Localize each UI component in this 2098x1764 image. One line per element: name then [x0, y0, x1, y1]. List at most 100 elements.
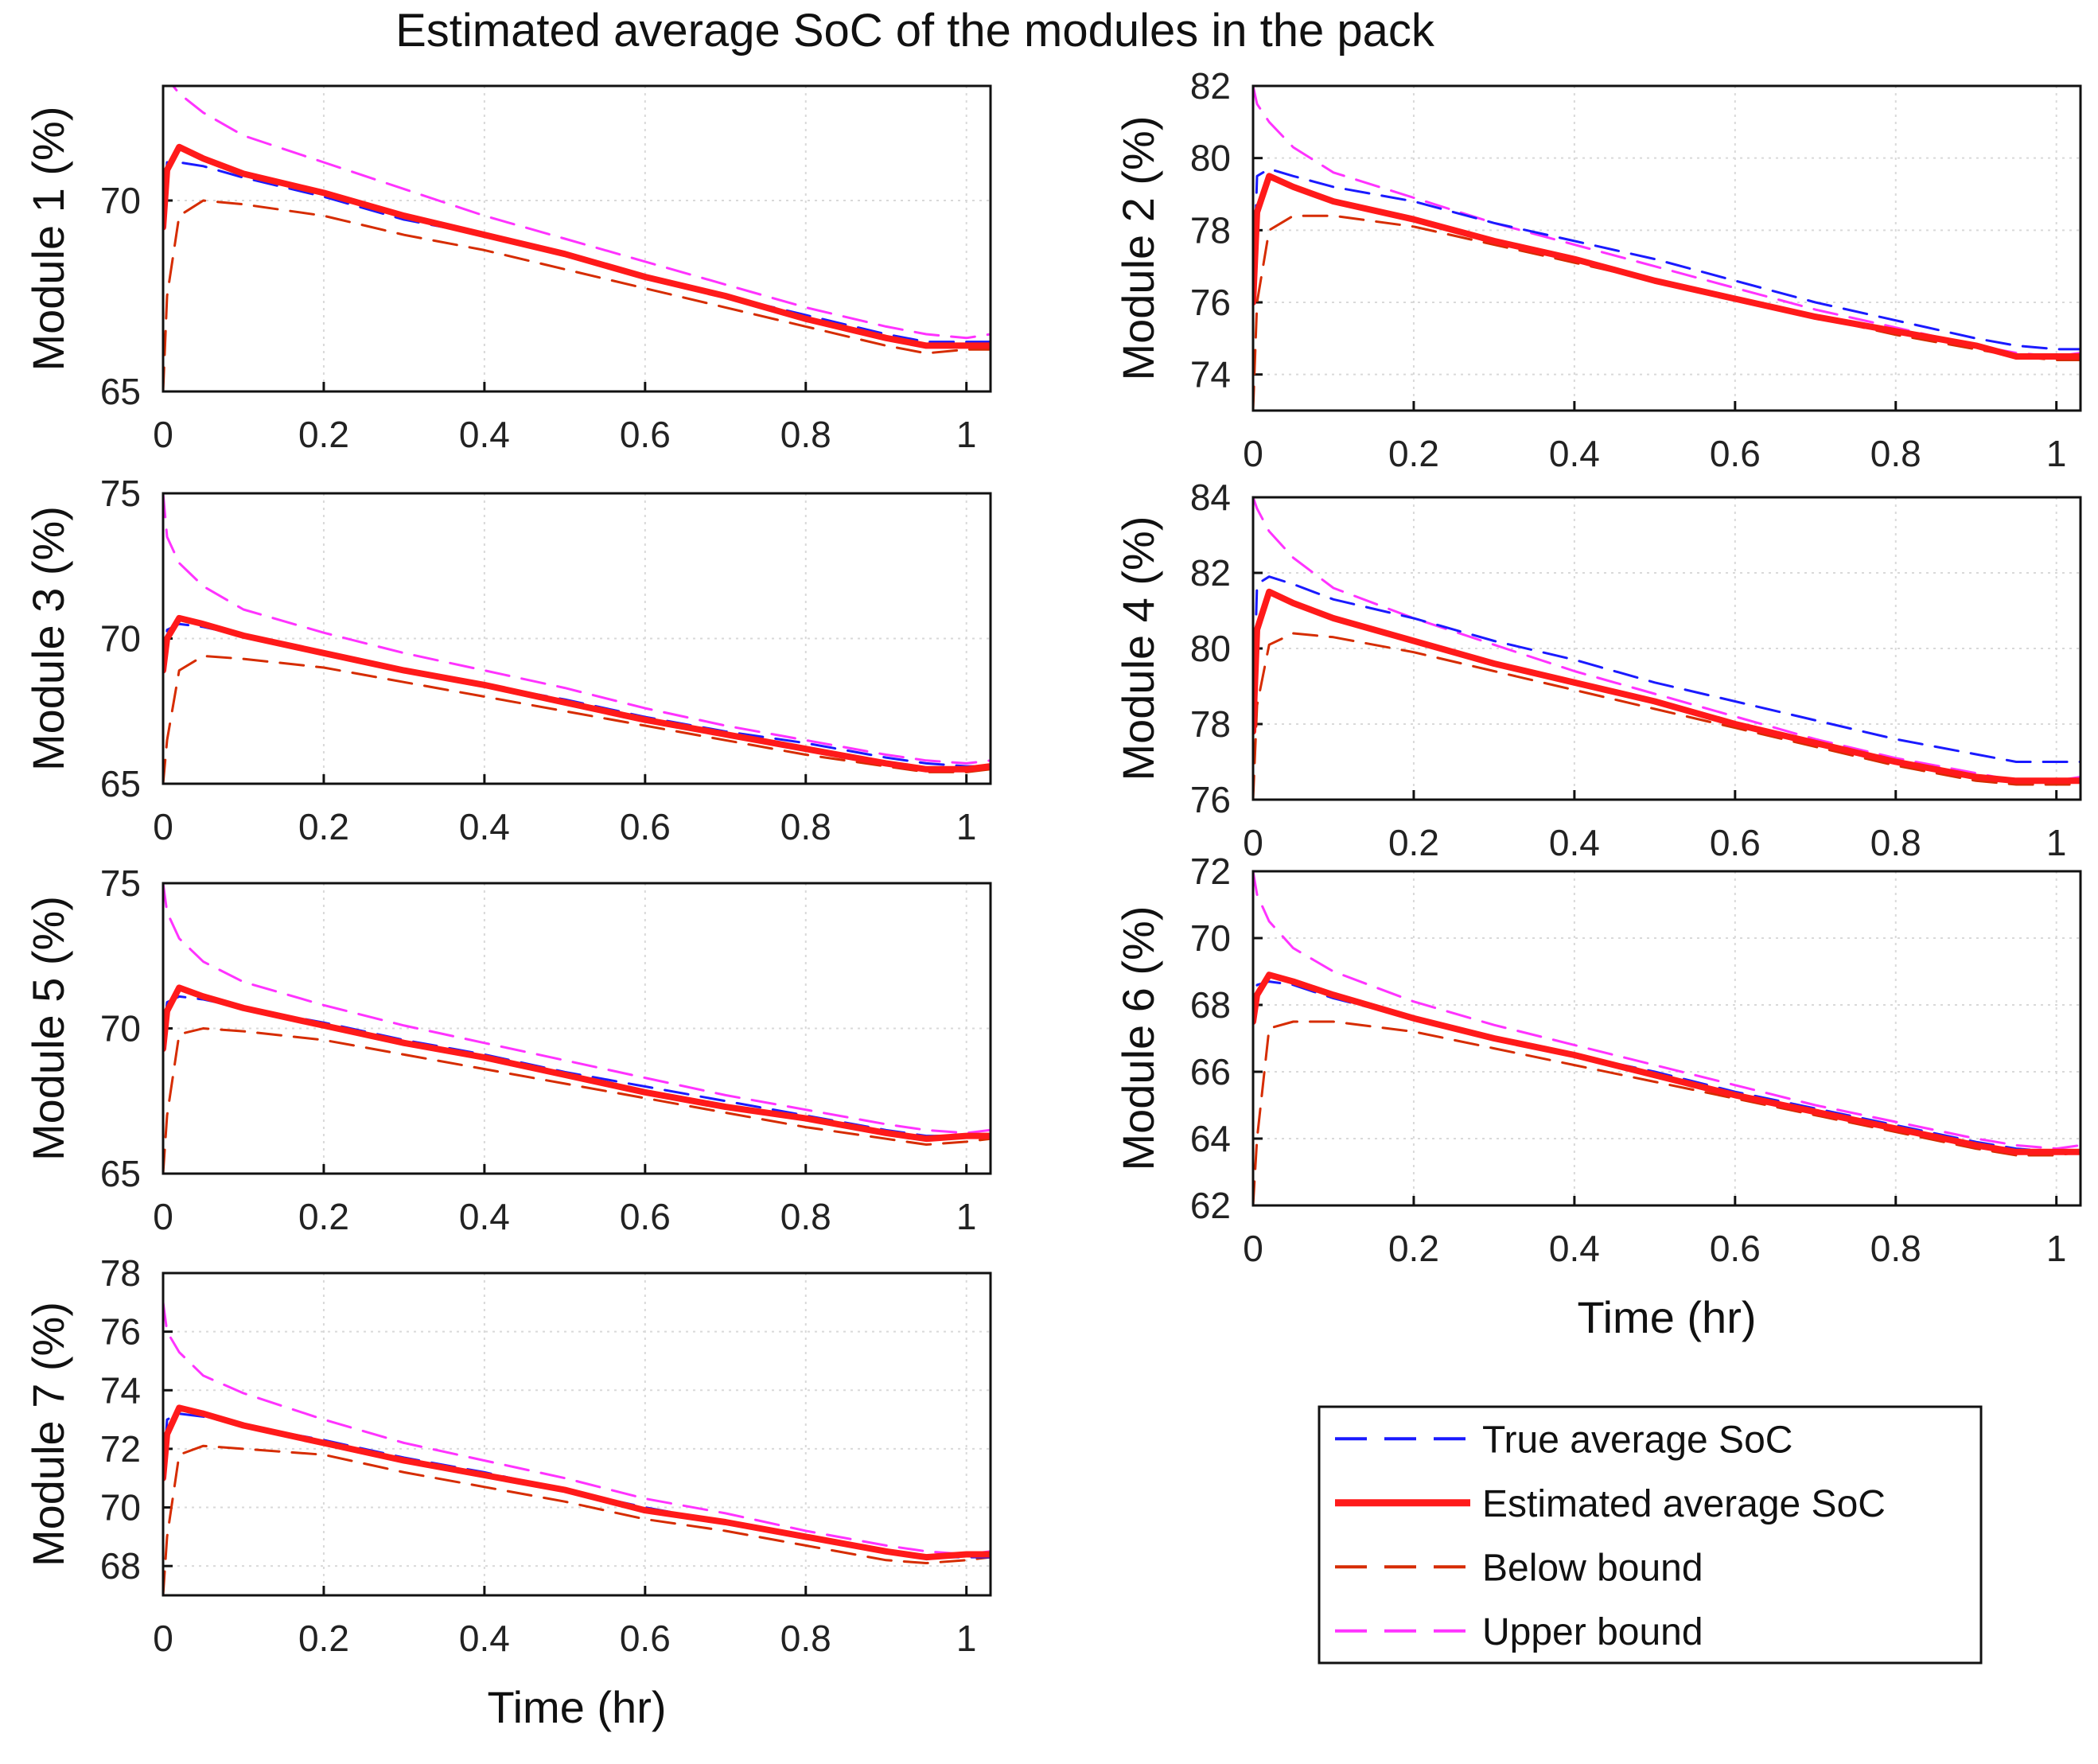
x-tick-label: 0.4 [459, 1618, 510, 1659]
axes-frame [162, 882, 992, 1175]
y-tick-label: 64 [1190, 1118, 1231, 1159]
x-tick-label: 1 [956, 1618, 977, 1659]
x-tick-label: 0.8 [780, 806, 831, 847]
x-tick-label: 0 [153, 1196, 173, 1237]
x-tick-label: 0.8 [1870, 1228, 1921, 1269]
y-tick-label: 78 [100, 1252, 141, 1294]
y-axis-label: Module 2 (%) [1113, 115, 1163, 380]
x-tick-label: 0.6 [1710, 1228, 1761, 1269]
figure-title: Estimated average SoC of the modules in … [395, 5, 1435, 56]
y-tick-label: 62 [1190, 1185, 1231, 1226]
y-tick-label: 80 [1190, 628, 1231, 669]
series-line-upper-bound [1253, 497, 2080, 782]
x-tick-label: 0.4 [1549, 1228, 1600, 1269]
y-tick-label: 74 [100, 1369, 141, 1411]
y-tick-label: 76 [1190, 779, 1231, 820]
x-tick-label: 1 [956, 1196, 977, 1237]
x-tick-label: 0.4 [1549, 433, 1600, 474]
y-tick-label: 70 [1190, 917, 1231, 959]
axes-frame [162, 492, 992, 785]
series-line-below-bound [1253, 214, 2080, 411]
series-line-below-bound [163, 199, 991, 391]
y-tick-label: 70 [100, 1008, 141, 1049]
x-tick-label: 0.2 [298, 414, 349, 455]
x-axis-label: Time (hr) [1577, 1292, 1756, 1342]
y-axis-label: Module 1 (%) [23, 106, 73, 371]
series-line-true-average-soc [163, 161, 991, 344]
x-tick-label: 0 [1243, 433, 1263, 474]
x-tick-label: 0.6 [620, 806, 671, 847]
y-tick-label: 75 [100, 473, 141, 514]
x-tick-label: 0.2 [298, 806, 349, 847]
x-tick-label: 0.2 [1388, 822, 1439, 863]
series-line-estimated-average-soc [1253, 588, 2080, 785]
y-tick-label: 68 [100, 1545, 141, 1587]
legend-box [1318, 1405, 1983, 1665]
subplot-module-2: 0 0.2 0.4 0.6 0.8 1 74 76 78 80 82 Module 2 (%) [1113, 65, 2082, 474]
series-line-estimated-average-soc [1253, 972, 2080, 1155]
x-tick-label: 1 [2046, 822, 2067, 863]
x-tick-label: 0.6 [620, 414, 671, 455]
y-tick-label: 70 [100, 180, 141, 221]
subplot-module-6: 0 0.2 0.4 0.6 0.8 1 62 64 66 68 70 72 Module 6 (%) Ti… [1113, 851, 2082, 1342]
x-tick-label: 0 [1243, 1228, 1263, 1269]
series-line-upper-bound [163, 883, 991, 1135]
y-tick-label: 70 [100, 618, 141, 660]
y-axis-label: Module 7 (%) [23, 1302, 73, 1567]
x-tick-label: 0.4 [459, 414, 510, 455]
x-tick-label: 0.8 [780, 1196, 831, 1237]
x-tick-label: 0 [153, 414, 173, 455]
series-group [163, 883, 991, 1174]
axes-frame [1251, 496, 2082, 801]
axes-frame [1251, 84, 2082, 412]
y-tick-label: 65 [100, 1153, 141, 1194]
x-tick-label: 0.2 [298, 1618, 349, 1659]
x-tick-label: 0.6 [620, 1196, 671, 1237]
x-tick-label: 0.4 [1549, 822, 1600, 863]
y-axis-label: Module 3 (%) [23, 506, 73, 771]
series-line-below-bound [163, 1444, 991, 1595]
series-line-below-bound [1253, 1020, 2080, 1205]
series-line-estimated-average-soc [163, 143, 991, 349]
y-axis-label: Module 6 (%) [1113, 905, 1163, 1170]
x-tick-label: 0.6 [620, 1618, 671, 1659]
series-line-estimated-average-soc [163, 1404, 991, 1561]
series-group [1253, 871, 2080, 1205]
series-line-estimated-average-soc [163, 984, 991, 1143]
y-tick-label: 74 [1190, 354, 1231, 395]
y-tick-label: 65 [100, 371, 141, 412]
series-line-upper-bound [163, 86, 991, 340]
subplot-module-7: 0 0.2 0.4 0.6 0.8 1 68 70 72 74 76 78 Module 7 (%) Ti… [23, 1252, 992, 1732]
series-group [1253, 497, 2080, 800]
legend-label: True average SoC [1482, 1419, 1792, 1461]
axes-frame [162, 84, 992, 393]
y-tick-label: 82 [1190, 552, 1231, 594]
series-group [163, 1301, 991, 1595]
series-line-below-bound [163, 1027, 991, 1174]
legend: True average SoC Estimated average SoC Bel… [1318, 1405, 1983, 1665]
subplot-module-1: 0 0.2 0.4 0.6 0.8 1 65 70 Module 1 (%) [23, 84, 992, 455]
y-tick-label: 70 [100, 1487, 141, 1528]
x-tick-label: 0 [1243, 822, 1263, 863]
series-line-below-bound [1253, 632, 2080, 800]
series-line-upper-bound [163, 493, 991, 765]
x-tick-label: 1 [2046, 433, 2067, 474]
y-axis-label: Module 4 (%) [1113, 516, 1163, 781]
y-axis-label: Module 5 (%) [23, 896, 73, 1161]
x-tick-label: 0.2 [1388, 1228, 1439, 1269]
series-line-true-average-soc [1253, 575, 2080, 763]
series-group [163, 86, 991, 391]
legend-label: Upper bound [1482, 1611, 1703, 1653]
series-line-below-bound [163, 654, 991, 784]
x-tick-label: 0.2 [298, 1196, 349, 1237]
x-tick-label: 0 [153, 806, 173, 847]
series-line-upper-bound [163, 1301, 991, 1556]
x-tick-label: 0.4 [459, 806, 510, 847]
x-tick-label: 1 [956, 806, 977, 847]
x-tick-label: 1 [956, 414, 977, 455]
series-line-estimated-average-soc [163, 614, 991, 773]
x-tick-label: 1 [2046, 1228, 2067, 1269]
x-tick-label: 0.6 [1710, 822, 1761, 863]
x-tick-label: 0.8 [780, 414, 831, 455]
